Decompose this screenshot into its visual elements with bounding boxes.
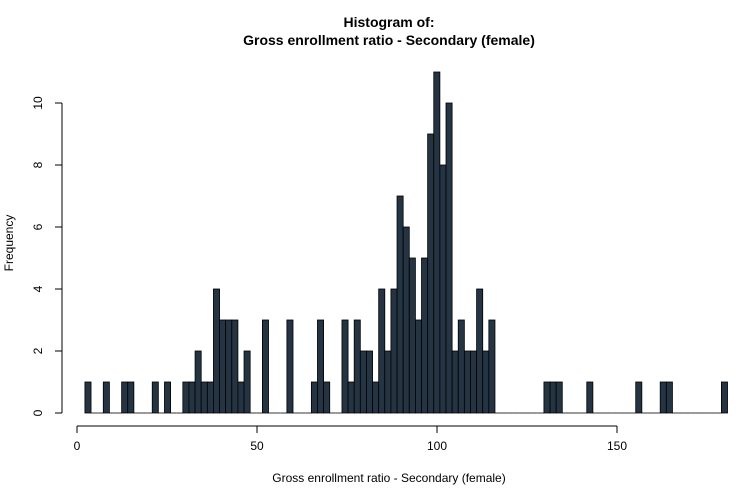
y-axis-label: Frequency — [2, 215, 16, 272]
histogram-bar — [200, 381, 208, 414]
histogram-bar — [390, 288, 398, 414]
histogram-bar — [347, 381, 355, 414]
y-tick-label: 10 — [31, 96, 45, 110]
histogram-bar — [121, 381, 129, 414]
histogram-bar — [378, 288, 386, 414]
histogram-bar — [84, 381, 92, 414]
histogram-bar — [286, 319, 294, 414]
y-tick-label: 8 — [31, 161, 45, 168]
y-tick-label: 6 — [31, 223, 45, 230]
histogram-bar — [102, 381, 110, 414]
chart-title-line2: Gross enrollment ratio - Secondary (fema… — [243, 32, 535, 48]
x-tick-label: 50 — [250, 439, 264, 453]
y-axis: 0 2 4 6 8 10 — [31, 96, 63, 416]
histogram-bar — [457, 319, 465, 414]
histogram-bar — [372, 381, 380, 414]
y-tick-label: 2 — [31, 347, 45, 354]
histogram-bar — [445, 102, 453, 414]
histogram-bar — [359, 350, 367, 414]
histogram-bar — [194, 350, 202, 414]
x-axis-label: Gross enrollment ratio - Secondary (fema… — [272, 471, 505, 485]
x-tick-label: 100 — [427, 439, 447, 453]
histogram-bar — [543, 381, 551, 414]
histogram-bar — [414, 319, 422, 414]
histogram-bar — [635, 381, 643, 414]
histogram-bar — [433, 71, 441, 414]
histogram-bar — [549, 381, 557, 414]
histogram-bar — [421, 257, 429, 414]
histogram-bar — [451, 350, 459, 414]
histogram-bar — [470, 350, 478, 414]
histogram-bar — [310, 381, 318, 414]
chart-title-line1: Histogram of: — [344, 14, 435, 30]
histogram-bar — [182, 381, 190, 414]
y-tick-label: 4 — [31, 285, 45, 292]
y-tick-label: 0 — [31, 409, 45, 416]
histogram-bar — [127, 381, 135, 414]
histogram-bar — [408, 257, 416, 414]
histogram-bar — [396, 195, 404, 414]
x-tick-label: 0 — [74, 439, 81, 453]
histogram-bar — [261, 319, 269, 414]
histogram-bar — [384, 350, 392, 414]
histogram-bars — [84, 71, 728, 414]
histogram-bar — [721, 381, 728, 414]
histogram-bar — [488, 319, 496, 414]
histogram-bar — [317, 319, 325, 414]
histogram-bar — [164, 381, 171, 414]
histogram-bar — [482, 350, 490, 414]
histogram-bar — [151, 381, 159, 414]
histogram-bar — [237, 381, 245, 414]
histogram-bar — [366, 350, 373, 414]
histogram-bar — [243, 350, 251, 414]
histogram-bar — [586, 381, 594, 414]
histogram-bar — [213, 288, 220, 414]
histogram-bar — [439, 164, 447, 414]
histogram-bar — [659, 381, 667, 414]
histogram-bar — [231, 319, 239, 414]
histogram-bar — [206, 381, 214, 414]
histogram-bar — [353, 319, 361, 414]
histogram-bar — [341, 319, 349, 414]
histogram-bar — [219, 319, 227, 414]
histogram-bar — [476, 288, 484, 414]
histogram-bar — [427, 133, 435, 414]
histogram-bar — [323, 381, 331, 414]
histogram-bar — [402, 226, 410, 414]
histogram-bar — [665, 381, 673, 414]
histogram-bar — [188, 381, 196, 414]
histogram-bar — [555, 381, 563, 414]
histogram-bar — [463, 350, 471, 414]
x-axis: 0 50 100 150 — [74, 425, 627, 453]
histogram-bar — [225, 319, 233, 414]
x-tick-label: 150 — [607, 439, 627, 453]
